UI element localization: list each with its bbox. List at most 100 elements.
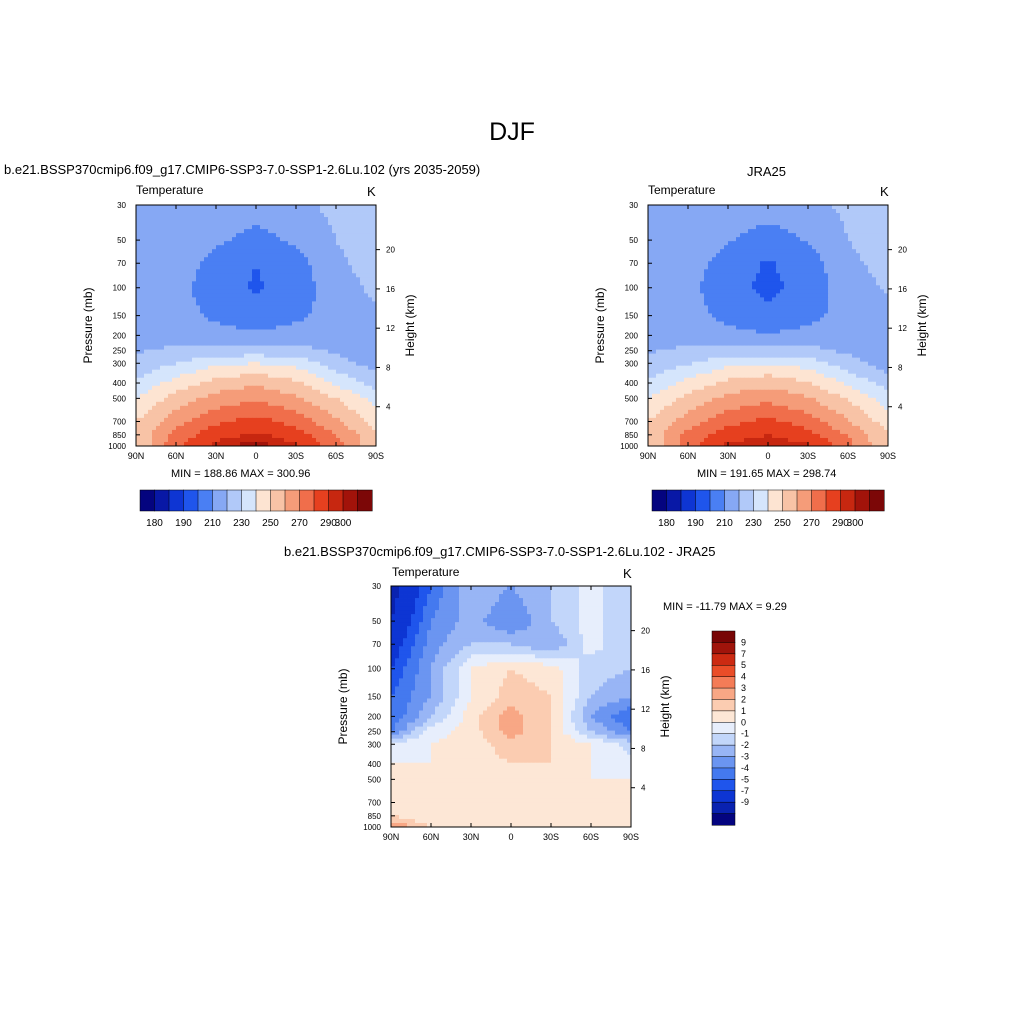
panel-model-field-cell bbox=[292, 409, 297, 415]
panel-obs-field-cell bbox=[716, 261, 721, 266]
panel-model-field-cell bbox=[256, 209, 261, 214]
panel-model-field-cell bbox=[212, 285, 217, 290]
panel-model-field-cell bbox=[328, 325, 333, 330]
panel-model-field-cell bbox=[164, 373, 169, 379]
panel-model-field-cell bbox=[256, 317, 261, 322]
panel-model-field-cell bbox=[136, 321, 141, 326]
panel-model-field-cell bbox=[172, 325, 177, 330]
panel-model-field-cell bbox=[144, 341, 149, 346]
panel-model-field-cell bbox=[328, 377, 333, 383]
panel-obs-field-cell bbox=[676, 229, 681, 234]
panel-model-field-cell bbox=[360, 417, 365, 423]
panel-model-field-cell bbox=[220, 289, 225, 294]
panel-model-field-cell bbox=[224, 205, 229, 210]
panel-model-field-cell bbox=[184, 249, 189, 254]
panel-model-field-cell bbox=[156, 393, 161, 399]
panel-obs-field-cell bbox=[668, 281, 673, 286]
panel-model-field-cell bbox=[352, 353, 357, 359]
panel-model-field-cell bbox=[304, 289, 309, 294]
panel-model-field-cell bbox=[184, 289, 189, 294]
panel-model-field-cell bbox=[244, 305, 249, 310]
panel-obs-field-cell bbox=[880, 209, 885, 214]
panel-model-field-cell bbox=[312, 353, 317, 359]
panel-obs-field-cell bbox=[760, 241, 765, 246]
panel-model-field-cell bbox=[300, 325, 305, 330]
panel-model-field-cell bbox=[224, 433, 229, 439]
panel-model-field-cell bbox=[332, 325, 337, 330]
panel-model-field-cell bbox=[164, 221, 169, 226]
panel-model-field-cell bbox=[308, 429, 313, 435]
panel-obs-field-cell bbox=[804, 209, 809, 214]
panel-model-field-cell bbox=[272, 329, 277, 334]
panel-obs-field-cell bbox=[760, 233, 765, 238]
panel-model-field-cell bbox=[300, 413, 305, 419]
panel-model-field-cell bbox=[208, 253, 213, 258]
panel-model-field-cell bbox=[220, 357, 225, 363]
panel-model-field-cell bbox=[276, 257, 281, 262]
panel-obs-field-cell bbox=[756, 217, 761, 222]
panel-model-field-cell bbox=[368, 297, 373, 302]
panel-model-field-cell bbox=[360, 213, 365, 218]
panel-model-field-cell bbox=[348, 353, 353, 359]
panel-model-field-cell bbox=[276, 345, 281, 350]
panel-obs-field-cell bbox=[684, 273, 689, 278]
panel-model-field-cell bbox=[176, 397, 181, 403]
panel-model-field-cell bbox=[200, 225, 205, 230]
panel-obs-field-cell bbox=[716, 209, 721, 214]
panel-obs-field-cell bbox=[860, 205, 865, 210]
panel-model-field-cell bbox=[236, 373, 241, 379]
panel-model-field-cell bbox=[168, 385, 173, 391]
panel-model-field-cell bbox=[344, 441, 349, 447]
panel-model-field-cell bbox=[244, 285, 249, 290]
panel-obs-field-cell bbox=[788, 229, 793, 234]
panel-model-field-cell bbox=[200, 441, 205, 447]
panel-model-field-cell bbox=[284, 269, 289, 274]
panel-model-field-cell bbox=[368, 333, 373, 338]
panel-model-field-cell bbox=[184, 341, 189, 346]
panel-model-field-cell bbox=[272, 345, 277, 350]
panel-model-field-cell bbox=[332, 317, 337, 322]
panel-model-field-cell bbox=[136, 293, 141, 298]
panel-model-field-cell bbox=[172, 349, 177, 355]
panel-model-field-cell bbox=[272, 341, 277, 346]
panel-model-field-cell bbox=[284, 249, 289, 254]
panel-model-field-cell bbox=[192, 405, 197, 411]
panel-model-field-cell bbox=[172, 381, 177, 387]
panel-model-field-cell bbox=[180, 205, 185, 210]
panel-model-field-cell bbox=[344, 325, 349, 330]
panel-model-field-cell bbox=[328, 429, 333, 435]
panel-obs-field-cell bbox=[832, 237, 837, 242]
panel-model-field-cell bbox=[356, 245, 361, 250]
panel-model-field-cell bbox=[212, 269, 217, 274]
panel-model-field-cell bbox=[272, 397, 277, 403]
panel-model-field-cell bbox=[280, 341, 285, 346]
panel-model-field-cell bbox=[356, 389, 361, 395]
panel-obs-field-cell bbox=[760, 245, 765, 250]
panel-obs-field-cell bbox=[876, 273, 881, 278]
panel-model-field-cell bbox=[272, 209, 277, 214]
panel-obs-field-cell bbox=[704, 217, 709, 222]
panel-obs-field-cell bbox=[692, 277, 697, 282]
panel-model-field-cell bbox=[244, 233, 249, 238]
panel-model-field-cell bbox=[336, 377, 341, 383]
panel-obs-field-cell bbox=[880, 213, 885, 218]
panel-obs-field-cell bbox=[844, 205, 849, 210]
panel-obs-field-cell bbox=[732, 229, 737, 234]
panel-model-field-cell bbox=[172, 285, 177, 290]
panel-model-field-cell bbox=[216, 421, 221, 427]
panel-model-field-cell bbox=[184, 385, 189, 391]
panel-obs-field-cell bbox=[648, 241, 653, 246]
panel-model-field-cell bbox=[304, 365, 309, 371]
panel-model-field-cell bbox=[324, 405, 329, 411]
panel-model-field-cell bbox=[304, 441, 309, 447]
panel-obs-field-cell bbox=[684, 245, 689, 250]
panel-model-field-cell bbox=[200, 425, 205, 431]
panel-model-field-cell bbox=[140, 289, 145, 294]
panel-obs-field-cell bbox=[708, 261, 713, 266]
panel-model-field-cell bbox=[264, 329, 269, 334]
panel-model-field-cell bbox=[196, 313, 201, 318]
panel-model-field-cell bbox=[140, 313, 145, 318]
panel-model-y-tick-label: 400 bbox=[113, 379, 127, 388]
panel-model-field-cell bbox=[356, 373, 361, 379]
panel-model-field-cell bbox=[204, 205, 209, 210]
